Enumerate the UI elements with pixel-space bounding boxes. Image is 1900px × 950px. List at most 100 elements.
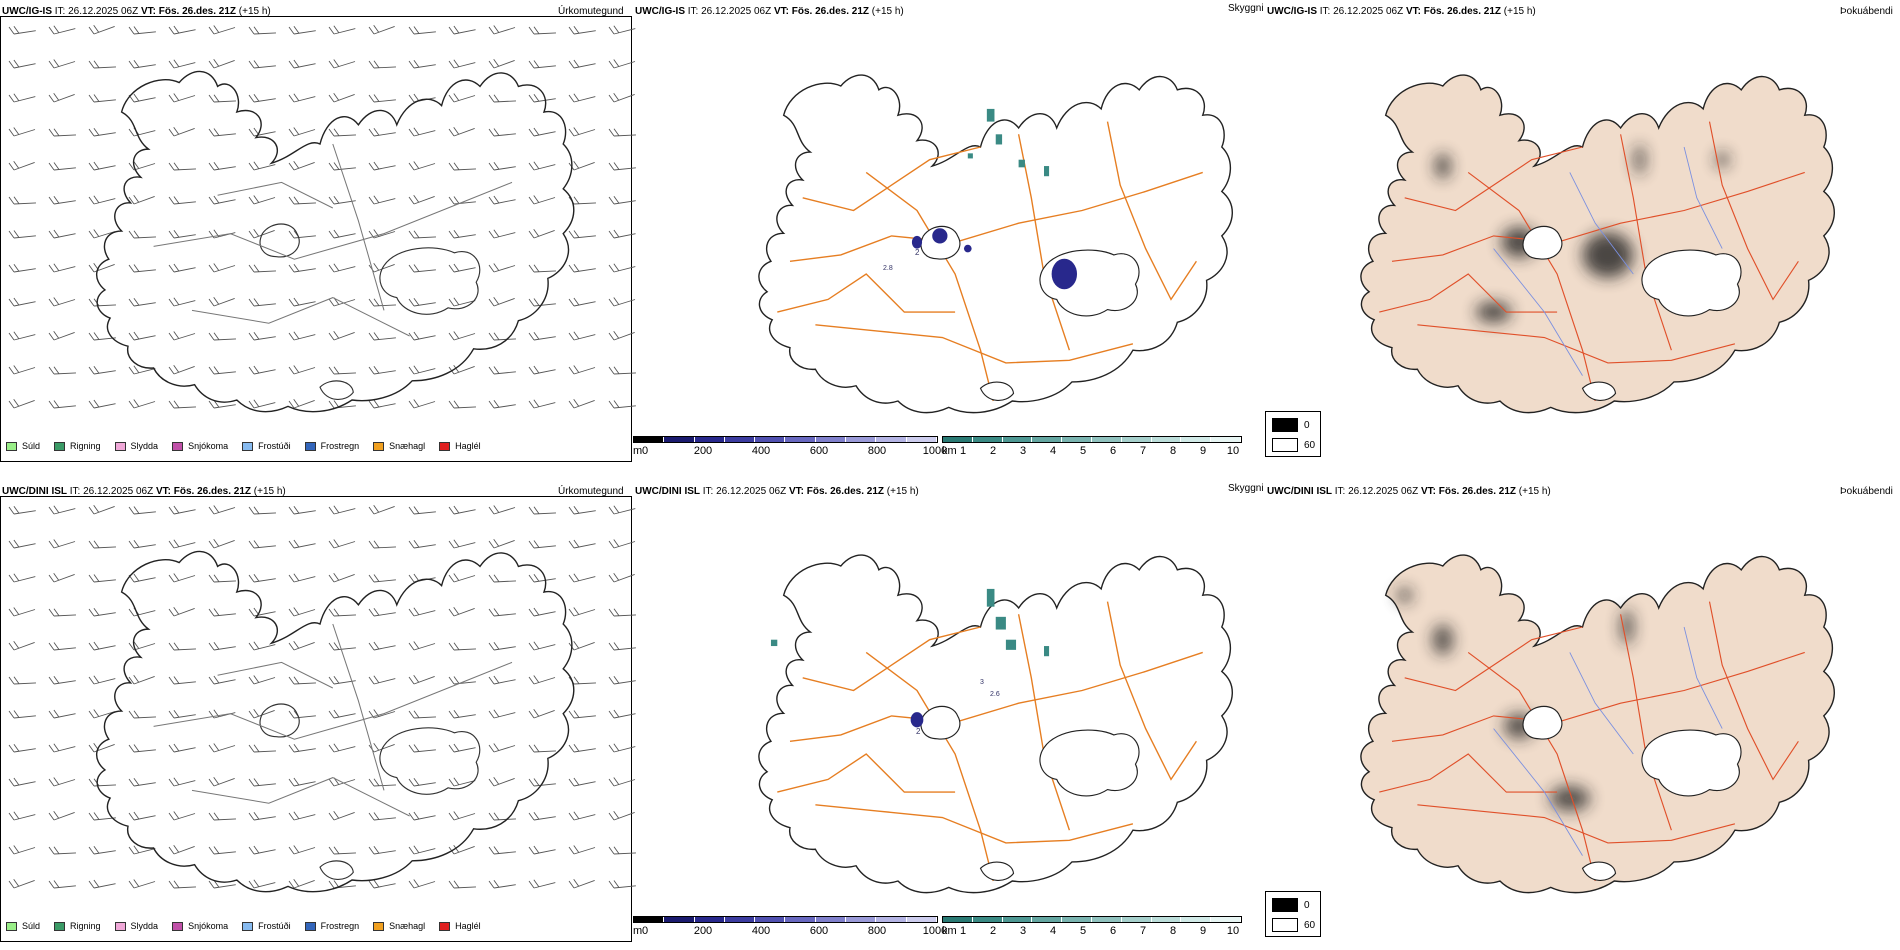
visibility-colorbar [942,916,1242,923]
wind-barb-feather [88,400,95,409]
wind-barb [533,270,556,273]
wind-barb-feather [528,880,535,889]
wind-barb-feather [288,264,295,273]
wind-barb-feather [533,93,540,102]
wind-barb-feather [533,60,540,68]
wind-barb-feather [88,162,95,171]
legend-label: Frostregn [320,441,360,451]
vis-label: 2.6 [990,691,1000,698]
wind-barb [293,367,316,375]
wind-barb [533,197,556,205]
wind-barb-feather [53,59,60,67]
colorbar-tick: 0 [641,445,649,457]
wind-barb [533,65,556,69]
wind-barb [133,163,156,171]
wind-barb [373,506,395,515]
wind-barb-feather [253,675,260,683]
wind-barb [13,642,35,651]
wind-barb [573,609,596,617]
wind-barb-feather [248,26,255,35]
wind-barb-feather [608,298,615,307]
wind-barb [53,779,76,787]
wind-barb [613,299,636,307]
wind-barb-feather [173,845,180,853]
wind-barb [373,817,396,821]
wind-barb-feather [573,879,580,887]
wind-barb [53,28,76,35]
wind-barb-feather [488,710,495,719]
wind-barb [373,165,396,171]
colorbar-tick: 1000 [922,445,948,457]
wind-barb-feather [493,332,500,341]
wind-barb-feather [13,743,20,752]
wind-barb-feather [408,400,415,409]
wind-barb-feather [133,506,140,514]
wind-barb-feather [333,162,340,170]
wind-barb-feather [413,331,420,340]
wind-barb [613,647,636,651]
wind-barb [533,644,556,651]
wind-barb-feather [48,230,55,239]
wind-barb [573,202,596,205]
wind-barb-feather [88,506,95,515]
legend-label: Frostregn [320,921,360,931]
wind-barb-feather [533,506,540,515]
wind-barb [373,337,396,341]
wind-barb-feather [413,675,420,683]
wind-barb-feather [168,128,175,137]
wind-barb-feather [213,846,220,854]
wind-barb [173,681,196,685]
wind-barb [373,231,396,239]
wind-barb [133,302,156,307]
wind-barb-feather [168,812,175,821]
wind-barb-feather [493,94,500,103]
precip-legend-item: Rigning [54,441,101,451]
wind-barb-feather [608,676,615,685]
legend-label: Snæhagl [389,921,426,931]
wind-barb-feather [213,777,220,785]
wind-barb [253,32,276,35]
wind-barb [373,198,396,205]
wind-barb-feather [53,846,60,855]
wind-barb-feather [288,26,295,35]
wind-barb [93,26,115,35]
wind-barb-feather [128,332,135,341]
wind-barb-feather [613,777,620,785]
wind-barb-feather [48,94,55,103]
wind-barb [173,509,196,515]
wind-barb [413,544,436,549]
wind-barb-feather [568,880,575,889]
wind-barb [373,678,396,685]
wind-barb-feather [413,297,420,306]
wind-barb [133,97,156,103]
wind-barb-feather [8,162,15,171]
wind-barb-feather [488,506,495,515]
wind-barb-feather [168,366,175,375]
wind-barb [453,29,476,35]
wind-barb-feather [368,60,375,69]
wind-barb-feather [328,880,335,889]
colorbar-segment [1121,437,1152,442]
wind-barb [173,406,196,409]
wind-barb [613,885,636,889]
wind-barb [253,882,276,889]
wind-barb-feather [413,573,420,582]
wind-barb [53,852,76,855]
wind-barb-feather [248,880,255,889]
wind-barb [613,541,636,549]
wind-barb-feather [208,846,215,855]
wind-barb-feather [173,263,180,272]
wind-barb-feather [608,366,615,375]
wind-barb-feather [453,539,460,548]
wind-barb [173,813,196,821]
wind-barb-feather [413,93,420,102]
wind-barb-feather [213,263,220,271]
wind-barb [173,366,195,375]
wind-barb-feather [328,94,335,103]
wind-barb-feather [448,332,455,341]
wind-barb-feather [333,709,340,718]
wind-barb-feather [328,332,335,341]
wind-barb-feather [333,263,340,272]
wind-barb-feather [613,128,620,137]
wind-barb-feather [48,846,55,855]
